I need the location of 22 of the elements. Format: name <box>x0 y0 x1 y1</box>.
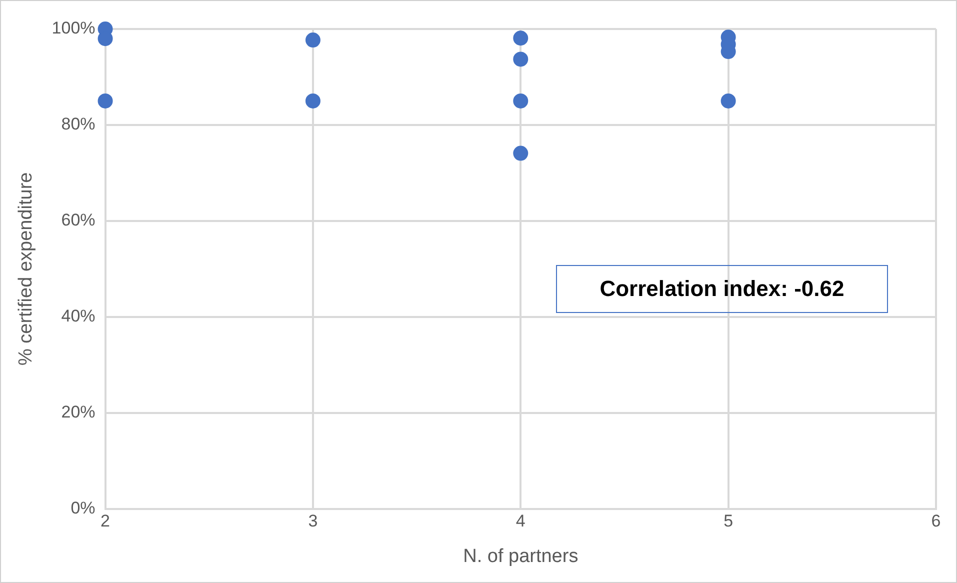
y-tick-label: 80% <box>61 114 96 134</box>
point <box>513 52 528 67</box>
point <box>513 146 528 161</box>
y-tick-label: 0% <box>70 498 96 518</box>
text-box: Correlation index: -0.62 <box>556 265 888 313</box>
point <box>720 93 736 108</box>
y-axis-title: % certified expenditure <box>16 172 37 366</box>
point <box>305 32 320 48</box>
point <box>513 93 528 108</box>
point <box>98 93 113 108</box>
x-tick-label: 5 <box>724 512 734 531</box>
point <box>513 30 528 46</box>
y-tick-label: 60% <box>61 210 96 230</box>
x-tick-label: 3 <box>308 512 318 531</box>
x-tick-label: 4 <box>516 512 526 531</box>
x-tick-label: 6 <box>931 512 941 531</box>
y-tick-label: 100% <box>52 18 96 38</box>
y-tick-label: 20% <box>61 402 96 422</box>
x-tick-label: 2 <box>100 512 110 531</box>
point <box>305 93 320 108</box>
y-tick-label: 40% <box>61 306 96 326</box>
x-axis-title: N. of partners <box>463 546 578 567</box>
